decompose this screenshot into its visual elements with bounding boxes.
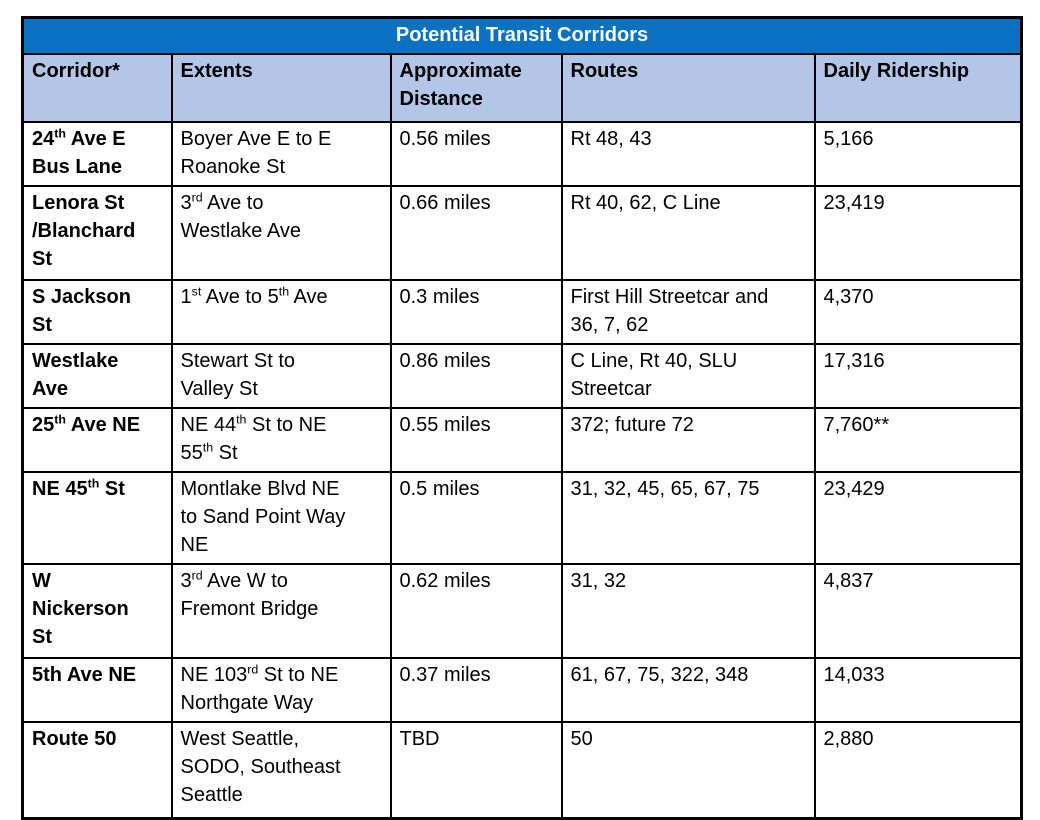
table-row: NE 45th St Montlake Blvd NE to Sand Poin… <box>21 471 1023 565</box>
cell-distance: 0.3 miles <box>389 279 563 345</box>
cell-extents: 3rd Ave to Westlake Ave <box>170 185 392 281</box>
cell-distance: 0.5 miles <box>389 471 563 565</box>
table-row: 5th Ave NE NE 103rd St to NE Northgate W… <box>21 657 1023 723</box>
potential-transit-corridors-table: Potential Transit Corridors Corridor* Ex… <box>21 16 1024 820</box>
cell-ridership: 7,760** <box>813 407 1023 473</box>
cell-ridership: 2,880 <box>813 721 1023 819</box>
cell-routes: 50 <box>560 721 816 819</box>
cell-distance: 0.62 miles <box>389 563 563 659</box>
cell-corridor: S Jackson St <box>21 279 173 345</box>
cell-corridor: W Nickerson St <box>21 563 173 659</box>
cell-ridership: 23,429 <box>813 471 1023 565</box>
cell-extents: 1st Ave to 5th Ave <box>170 279 392 345</box>
cell-corridor: 24th Ave E Bus Lane <box>21 121 173 187</box>
cell-routes: First Hill Streetcar and 36, 7, 62 <box>560 279 816 345</box>
table-title: Potential Transit Corridors <box>21 16 1023 55</box>
column-header-distance: Approximate Distance <box>389 53 563 123</box>
table-title-row: Potential Transit Corridors <box>21 16 1023 55</box>
table-row: S Jackson St 1st Ave to 5th Ave 0.3 mile… <box>21 279 1023 345</box>
cell-distance: 0.55 miles <box>389 407 563 473</box>
column-header-extents: Extents <box>170 53 392 123</box>
cell-routes: 61, 67, 75, 322, 348 <box>560 657 816 723</box>
cell-extents: Montlake Blvd NE to Sand Point Way NE <box>170 471 392 565</box>
cell-distance: TBD <box>389 721 563 819</box>
cell-ridership: 17,316 <box>813 343 1023 409</box>
cell-distance: 0.66 miles <box>389 185 563 281</box>
column-header-routes: Routes <box>560 53 816 123</box>
table-row: W Nickerson St 3rd Ave W to Fremont Brid… <box>21 563 1023 659</box>
cell-ridership: 4,370 <box>813 279 1023 345</box>
cell-corridor: 5th Ave NE <box>21 657 173 723</box>
column-header-ridership: Daily Ridership <box>813 53 1023 123</box>
cell-ridership: 23,419 <box>813 185 1023 281</box>
cell-corridor: 25th Ave NE <box>21 407 173 473</box>
document-page: Potential Transit Corridors Corridor* Ex… <box>21 16 1024 820</box>
cell-ridership: 5,166 <box>813 121 1023 187</box>
cell-corridor: NE 45th St <box>21 471 173 565</box>
cell-distance: 0.37 miles <box>389 657 563 723</box>
cell-routes: 372; future 72 <box>560 407 816 473</box>
cell-corridor: Westlake Ave <box>21 343 173 409</box>
cell-corridor: Route 50 <box>21 721 173 819</box>
cell-ridership: 14,033 <box>813 657 1023 723</box>
cell-routes: C Line, Rt 40, SLU Streetcar <box>560 343 816 409</box>
table-row: Lenora St /Blanchard St 3rd Ave to Westl… <box>21 185 1023 281</box>
cell-routes: Rt 40, 62, C Line <box>560 185 816 281</box>
table-header-row: Corridor* Extents Approximate Distance R… <box>21 53 1023 123</box>
cell-extents: NE 44th St to NE 55th St <box>170 407 392 473</box>
cell-extents: Stewart St to Valley St <box>170 343 392 409</box>
cell-routes: 31, 32, 45, 65, 67, 75 <box>560 471 816 565</box>
column-header-corridor: Corridor* <box>21 53 173 123</box>
cell-ridership: 4,837 <box>813 563 1023 659</box>
cell-routes: Rt 48, 43 <box>560 121 816 187</box>
cell-extents: 3rd Ave W to Fremont Bridge <box>170 563 392 659</box>
cell-extents: NE 103rd St to NE Northgate Way <box>170 657 392 723</box>
cell-routes: 31, 32 <box>560 563 816 659</box>
table-row: 25th Ave NE NE 44th St to NE 55th St 0.5… <box>21 407 1023 473</box>
cell-corridor: Lenora St /Blanchard St <box>21 185 173 281</box>
cell-distance: 0.86 miles <box>389 343 563 409</box>
table-row: 24th Ave E Bus Lane Boyer Ave E to E Roa… <box>21 121 1023 187</box>
cell-extents: Boyer Ave E to E Roanoke St <box>170 121 392 187</box>
table-row: Westlake Ave Stewart St to Valley St 0.8… <box>21 343 1023 409</box>
cell-distance: 0.56 miles <box>389 121 563 187</box>
table-row: Route 50 West Seattle, SODO, Southeast S… <box>21 721 1023 819</box>
cell-extents: West Seattle, SODO, Southeast Seattle <box>170 721 392 819</box>
